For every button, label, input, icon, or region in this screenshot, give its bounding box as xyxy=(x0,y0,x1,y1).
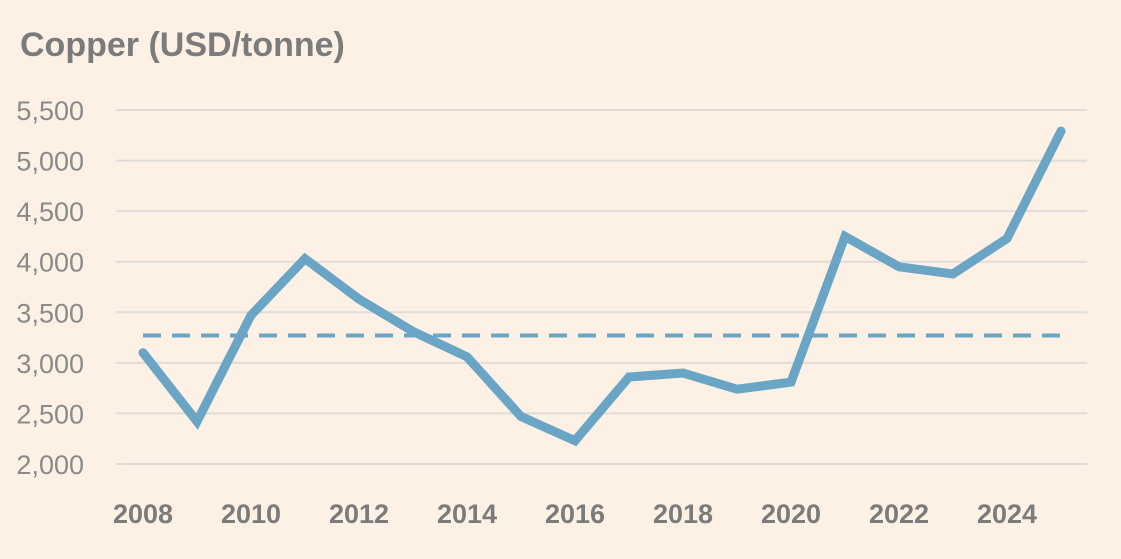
x-tick-label: 2008 xyxy=(113,499,173,529)
y-tick-label: 3,000 xyxy=(16,349,84,379)
x-tick-label: 2012 xyxy=(329,499,389,529)
series-line xyxy=(138,126,1066,447)
x-tick-label: 2010 xyxy=(221,499,281,529)
y-tick-label: 4,500 xyxy=(16,197,84,227)
y-tick-label: 4,000 xyxy=(16,248,84,278)
y-tick-label: 5,500 xyxy=(16,96,84,126)
y-tick-label: 2,000 xyxy=(16,450,84,480)
x-tick-label: 2022 xyxy=(869,499,929,529)
x-tick-label: 2020 xyxy=(761,499,821,529)
y-tick-label: 5,000 xyxy=(16,147,84,177)
x-tick-label: 2018 xyxy=(653,499,713,529)
x-tick-label: 2014 xyxy=(437,499,497,529)
x-tick-label: 2024 xyxy=(977,499,1037,529)
y-tick-label: 2,500 xyxy=(16,399,84,429)
y-tick-label: 3,500 xyxy=(16,298,84,328)
chart-title: Copper (USD/tonne) xyxy=(20,26,345,64)
x-tick-label: 2016 xyxy=(545,499,605,529)
